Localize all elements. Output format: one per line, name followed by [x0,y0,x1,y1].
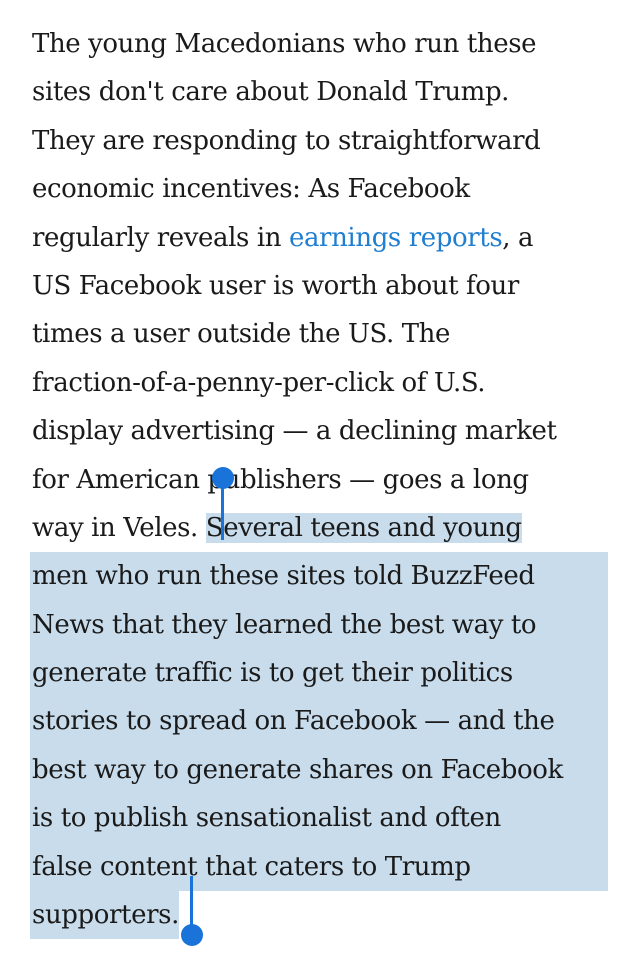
selected-text[interactable]: best way to generate shares on Facebook [30,745,608,795]
text-line: times a user outside the US. The [32,319,450,350]
text-line: display advertising — a declining market [32,416,557,447]
selected-text[interactable]: generate traffic is to get their politic… [30,649,608,698]
text-line: The young Macedonians who run these [32,29,537,59]
text-line: economic incentives: As Facebook [32,174,470,205]
selected-line: stories to spread on Facebook — and the [30,697,612,746]
selected-line-end: supporters. [30,891,612,940]
selection-end-handle[interactable] [190,876,193,936]
selected-line: best way to generate shares on Facebook [30,745,612,795]
selected-line: men who run these sites told BuzzFeed [30,552,612,601]
selection-start-handle[interactable] [221,478,224,540]
text-line-with-link: regularly reveals in earnings reports, a [32,214,612,262]
selected-line: false content that caters to Trump [30,842,612,892]
selected-text[interactable]: supporters. [30,891,179,940]
text-line: for American publishers — goes a long [32,464,529,495]
text-fragment: regularly reveals in [32,222,289,253]
selected-text[interactable]: false content that caters to Trump [30,842,608,892]
article-paragraph: The young Macedonians who run these site… [30,20,612,940]
text-line: sites don't care about Donald Trump. [32,77,510,108]
selected-text[interactable]: News that they learned the best way to [30,600,608,650]
text-line: They are responding to straightforward [32,125,541,156]
selected-line: is to publish sensationalist and often [30,794,612,843]
earnings-reports-link[interactable]: earnings reports [288,222,503,253]
selection-end-handle-knob[interactable] [181,924,203,946]
text-line: US Facebook user is worth about four [32,270,519,301]
selected-text[interactable]: Several teens and young [205,512,522,543]
selected-line: generate traffic is to get their politic… [30,649,612,698]
selected-text[interactable]: stories to spread on Facebook — and the [30,697,608,746]
selected-line: News that they learned the best way to [30,600,612,650]
text-line-selection-start: way in Veles. Several teens and young [32,504,612,552]
text-fragment: , a [502,222,534,253]
selected-text[interactable]: men who run these sites told BuzzFeed [30,552,608,601]
text-line: fraction-of-a-penny-per-click of U.S. [32,367,486,398]
selected-text[interactable]: is to publish sensationalist and often [30,794,608,843]
text-fragment: way in Veles. [32,512,206,543]
